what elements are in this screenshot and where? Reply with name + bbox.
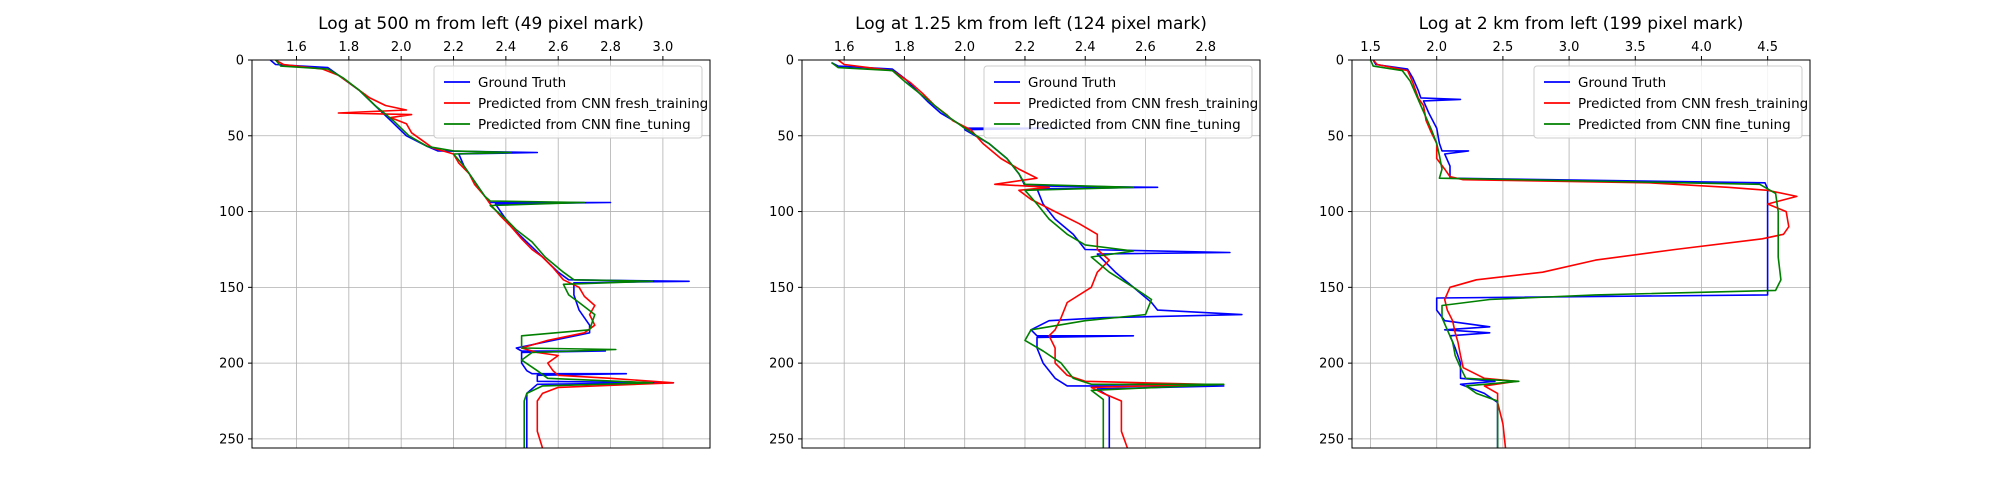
legend-label: Predicted from CNN fresh_training [1578, 96, 1808, 112]
series-line-fine-tuning [831, 62, 1225, 448]
series-line-fresh-training [1372, 60, 1798, 448]
y-tick-label: 100 [769, 205, 794, 220]
series-group [1369, 60, 1798, 448]
y-tick-label: 200 [219, 357, 244, 372]
y-tick-label: 250 [769, 432, 794, 447]
legend-box [433, 65, 703, 139]
series-line-fresh-training [274, 60, 675, 448]
y-tick-label: 50 [227, 129, 244, 144]
y-tick-label: 100 [219, 205, 244, 220]
chart-title: Log at 2 km from left (199 pixel mark) [1419, 14, 1744, 34]
legend-label: Ground Truth [1578, 75, 1666, 91]
series-group [269, 60, 690, 448]
x-tick-label: 4.0 [1691, 40, 1712, 55]
series-line-fine-tuning [1369, 60, 1782, 448]
chart-title: Log at 1.25 km from left (124 pixel mark… [855, 14, 1207, 34]
x-tick-label: 2.8 [1195, 40, 1216, 55]
y-tick-label: 250 [219, 432, 244, 447]
y-tick-label: 0 [1336, 54, 1344, 69]
y-tick-label: 150 [219, 281, 244, 296]
chart-panel-500m: Log at 500 m from left (49 pixel mark) 1… [219, 14, 711, 449]
y-tick-label: 150 [769, 281, 794, 296]
chart-panel-1-25km: Log at 1.25 km from left (124 pixel mark… [769, 14, 1261, 449]
x-tick-label: 3.5 [1625, 40, 1646, 55]
y-tick-label: 100 [1319, 205, 1344, 220]
legend-label: Predicted from CNN fine_tuning [478, 117, 691, 133]
x-tick-label: 3.0 [653, 40, 674, 55]
x-tick-label: 1.6 [286, 40, 307, 55]
axes-frame [251, 59, 711, 449]
series-group [831, 60, 1243, 448]
legend: Ground Truth Predicted from CNN fresh_tra… [433, 65, 708, 139]
y-tick-label: 250 [1319, 432, 1344, 447]
x-tick-label: 2.6 [548, 40, 569, 55]
legend-label: Predicted from CNN fine_tuning [1028, 117, 1241, 133]
x-tick-label: 2.0 [954, 40, 975, 55]
legend: Ground Truth Predicted from CNN fresh_tra… [1533, 65, 1808, 139]
x-tick-label: 1.6 [834, 40, 855, 55]
y-tick-label: 0 [786, 54, 794, 69]
legend-box [983, 65, 1253, 139]
x-tick-label: 4.5 [1757, 40, 1778, 55]
x-tick-label: 1.5 [1360, 40, 1381, 55]
chart-title: Log at 500 m from left (49 pixel mark) [318, 14, 644, 34]
axes-frame [1351, 59, 1811, 449]
x-tick-label: 2.8 [600, 40, 621, 55]
x-tick-label: 1.8 [338, 40, 359, 55]
chart-panel-2km: Log at 2 km from left (199 pixel mark) 1… [1319, 14, 1811, 449]
legend: Ground Truth Predicted from CNN fresh_tra… [983, 65, 1258, 139]
x-tick-label: 2.2 [1015, 40, 1036, 55]
series-line-fine-tuning [274, 60, 654, 448]
x-tick-label: 2.4 [1075, 40, 1096, 55]
y-tick-label: 50 [1327, 129, 1344, 144]
x-tick-label: 2.4 [496, 40, 517, 55]
x-tick-label: 2.0 [391, 40, 412, 55]
x-tick-label: 2.0 [1426, 40, 1447, 55]
x-tick-label: 2.6 [1135, 40, 1156, 55]
legend-label: Predicted from CNN fresh_training [478, 96, 708, 112]
x-tick-label: 3.0 [1559, 40, 1580, 55]
x-tick-label: 2.5 [1493, 40, 1514, 55]
y-tick-label: 200 [1319, 357, 1344, 372]
y-tick-label: 150 [1319, 281, 1344, 296]
legend-label: Ground Truth [478, 75, 566, 91]
x-tick-label: 1.8 [894, 40, 915, 55]
series-line-ground-truth [1372, 60, 1769, 448]
y-tick-label: 0 [236, 54, 244, 69]
y-tick-label: 50 [777, 129, 794, 144]
legend-label: Predicted from CNN fine_tuning [1578, 117, 1791, 133]
x-tick-label: 2.2 [443, 40, 464, 55]
legend-box [1533, 65, 1803, 139]
axes-frame [801, 59, 1261, 449]
legend-label: Predicted from CNN fresh_training [1028, 96, 1258, 112]
y-tick-label: 200 [769, 357, 794, 372]
legend-label: Ground Truth [1028, 75, 1116, 91]
